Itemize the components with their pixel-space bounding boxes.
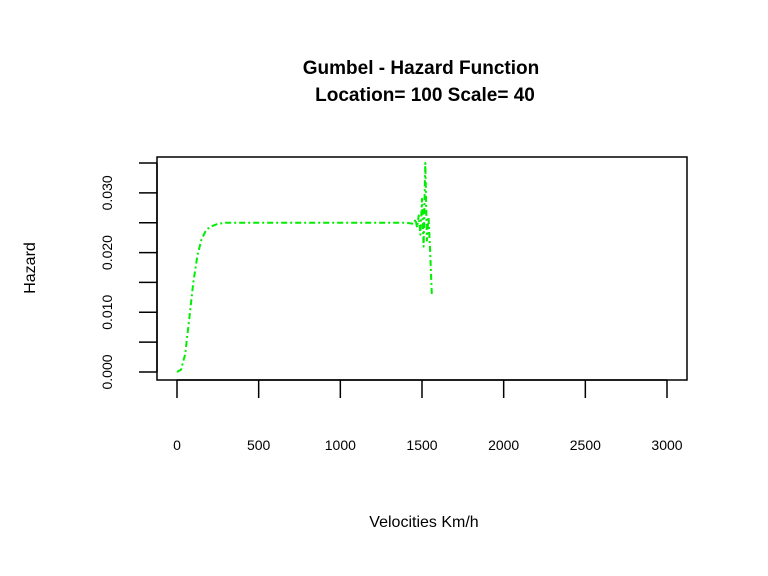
y-tick-label: 0.020 [99, 235, 115, 270]
x-tick-label: 3000 [651, 437, 682, 453]
y-tick-label: 0.010 [99, 295, 115, 330]
series-group [176, 162, 433, 373]
x-tick-label: 2500 [570, 437, 601, 453]
chart-title: Gumbel - Hazard Function [303, 58, 539, 79]
x-tick-label: 1500 [406, 437, 437, 453]
chart-subtitle: Location= 100 Scale= 40 [315, 85, 535, 106]
y-axis-title: Hazard [22, 242, 39, 294]
x-tick-label: 2000 [488, 437, 519, 453]
y-tick-label: 0.030 [99, 175, 115, 210]
x-tick-label: 500 [247, 437, 271, 453]
x-axis-title: Velocities Km/h [369, 514, 478, 531]
x-tick-label: 1000 [325, 437, 356, 453]
y-axis: 0.000 0.010 0.020 0.030 [99, 162, 158, 390]
x-tick-label: 0 [173, 437, 181, 453]
plot-frame [156, 156, 688, 381]
series-line-0 [176, 162, 433, 373]
x-axis: 0 500 1000 1500 2000 2500 3000 [173, 379, 683, 453]
y-tick-label: 0.000 [99, 354, 115, 389]
